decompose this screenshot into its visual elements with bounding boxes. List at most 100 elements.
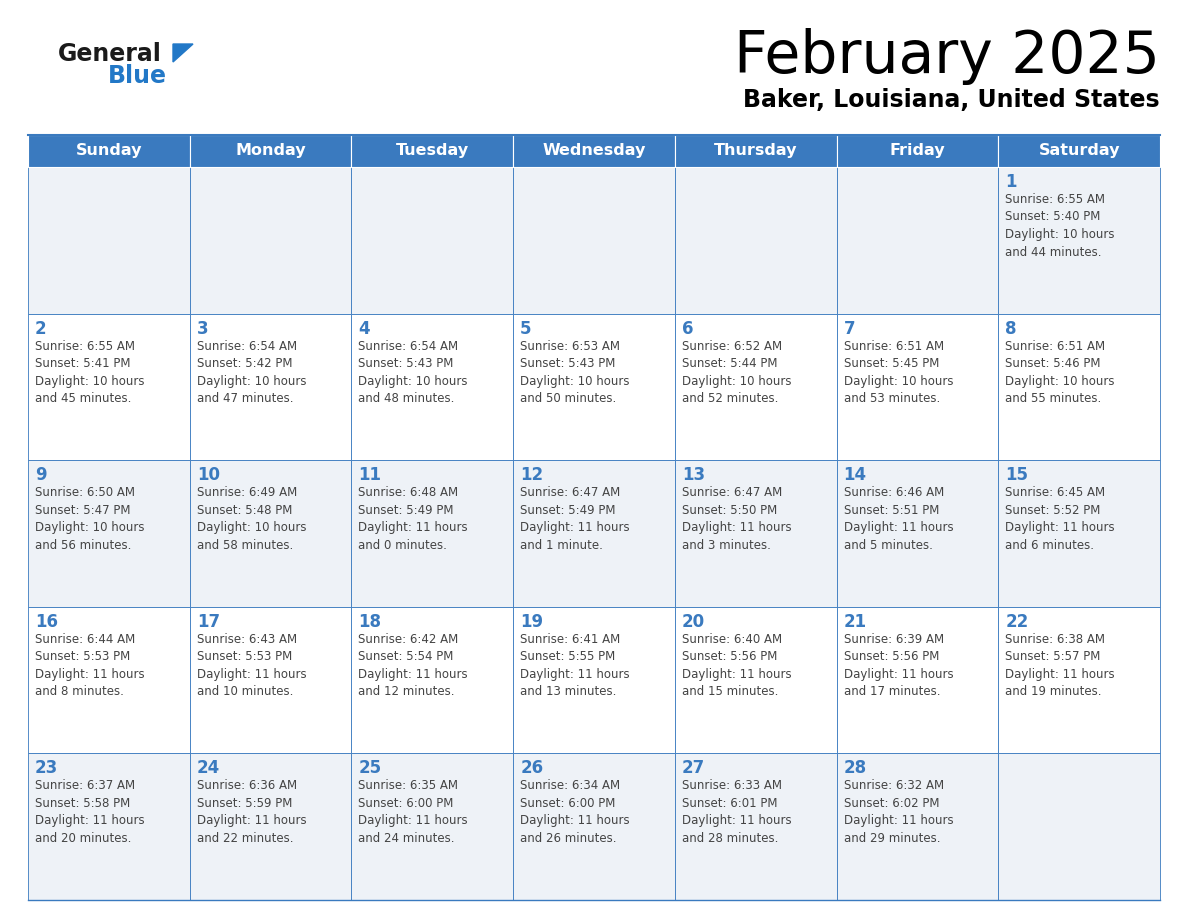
Bar [836, 460, 998, 607]
Text: 25: 25 [359, 759, 381, 778]
Text: Sunrise: 6:43 AM
Sunset: 5:53 PM
Daylight: 11 hours
and 10 minutes.: Sunrise: 6:43 AM Sunset: 5:53 PM Dayligh… [197, 633, 307, 699]
Text: Sunrise: 6:46 AM
Sunset: 5:51 PM
Daylight: 11 hours
and 5 minutes.: Sunrise: 6:46 AM Sunset: 5:51 PM Dayligh… [843, 487, 953, 552]
Bar [675, 314, 836, 460]
Text: General: General [58, 42, 162, 66]
Bar [513, 314, 675, 460]
Text: 24: 24 [197, 759, 220, 778]
Text: Sunrise: 6:50 AM
Sunset: 5:47 PM
Daylight: 10 hours
and 56 minutes.: Sunrise: 6:50 AM Sunset: 5:47 PM Dayligh… [34, 487, 145, 552]
Text: Sunrise: 6:51 AM
Sunset: 5:45 PM
Daylight: 10 hours
and 53 minutes.: Sunrise: 6:51 AM Sunset: 5:45 PM Dayligh… [843, 340, 953, 405]
Bar [352, 314, 513, 460]
Text: Sunrise: 6:32 AM
Sunset: 6:02 PM
Daylight: 11 hours
and 29 minutes.: Sunrise: 6:32 AM Sunset: 6:02 PM Dayligh… [843, 779, 953, 845]
Bar [675, 607, 836, 754]
Text: Monday: Monday [235, 143, 305, 159]
Bar [352, 460, 513, 607]
Bar [675, 135, 836, 167]
Text: 8: 8 [1005, 319, 1017, 338]
Bar [190, 167, 352, 314]
Bar [675, 460, 836, 607]
Text: Sunrise: 6:33 AM
Sunset: 6:01 PM
Daylight: 11 hours
and 28 minutes.: Sunrise: 6:33 AM Sunset: 6:01 PM Dayligh… [682, 779, 791, 845]
Bar [513, 607, 675, 754]
Bar [352, 135, 513, 167]
Bar [836, 167, 998, 314]
Text: Sunrise: 6:34 AM
Sunset: 6:00 PM
Daylight: 11 hours
and 26 minutes.: Sunrise: 6:34 AM Sunset: 6:00 PM Dayligh… [520, 779, 630, 845]
Text: Sunrise: 6:45 AM
Sunset: 5:52 PM
Daylight: 11 hours
and 6 minutes.: Sunrise: 6:45 AM Sunset: 5:52 PM Dayligh… [1005, 487, 1114, 552]
Bar [190, 607, 352, 754]
Text: 17: 17 [197, 613, 220, 631]
Text: 27: 27 [682, 759, 706, 778]
Text: Sunrise: 6:54 AM
Sunset: 5:43 PM
Daylight: 10 hours
and 48 minutes.: Sunrise: 6:54 AM Sunset: 5:43 PM Dayligh… [359, 340, 468, 405]
Text: Sunrise: 6:37 AM
Sunset: 5:58 PM
Daylight: 11 hours
and 20 minutes.: Sunrise: 6:37 AM Sunset: 5:58 PM Dayligh… [34, 779, 145, 845]
Text: Sunrise: 6:47 AM
Sunset: 5:49 PM
Daylight: 11 hours
and 1 minute.: Sunrise: 6:47 AM Sunset: 5:49 PM Dayligh… [520, 487, 630, 552]
Bar [675, 754, 836, 900]
Bar [836, 135, 998, 167]
Text: 21: 21 [843, 613, 867, 631]
Bar [998, 754, 1159, 900]
Text: Sunday: Sunday [76, 143, 143, 159]
Bar [29, 135, 190, 167]
Bar [29, 607, 190, 754]
Text: Baker, Louisiana, United States: Baker, Louisiana, United States [744, 88, 1159, 112]
Bar [190, 754, 352, 900]
Bar [998, 607, 1159, 754]
Text: Sunrise: 6:40 AM
Sunset: 5:56 PM
Daylight: 11 hours
and 15 minutes.: Sunrise: 6:40 AM Sunset: 5:56 PM Dayligh… [682, 633, 791, 699]
Text: 14: 14 [843, 466, 867, 484]
Text: Sunrise: 6:42 AM
Sunset: 5:54 PM
Daylight: 11 hours
and 12 minutes.: Sunrise: 6:42 AM Sunset: 5:54 PM Dayligh… [359, 633, 468, 699]
Bar [998, 314, 1159, 460]
Text: 18: 18 [359, 613, 381, 631]
Bar [352, 607, 513, 754]
Text: Sunrise: 6:35 AM
Sunset: 6:00 PM
Daylight: 11 hours
and 24 minutes.: Sunrise: 6:35 AM Sunset: 6:00 PM Dayligh… [359, 779, 468, 845]
Text: February 2025: February 2025 [734, 28, 1159, 85]
Text: Sunrise: 6:52 AM
Sunset: 5:44 PM
Daylight: 10 hours
and 52 minutes.: Sunrise: 6:52 AM Sunset: 5:44 PM Dayligh… [682, 340, 791, 405]
Text: 6: 6 [682, 319, 694, 338]
Bar [998, 135, 1159, 167]
Bar [836, 607, 998, 754]
Text: 20: 20 [682, 613, 704, 631]
Bar [190, 460, 352, 607]
Text: Wednesday: Wednesday [542, 143, 646, 159]
Text: 3: 3 [197, 319, 208, 338]
Text: Saturday: Saturday [1038, 143, 1120, 159]
Text: 10: 10 [197, 466, 220, 484]
Text: Sunrise: 6:53 AM
Sunset: 5:43 PM
Daylight: 10 hours
and 50 minutes.: Sunrise: 6:53 AM Sunset: 5:43 PM Dayligh… [520, 340, 630, 405]
Text: 19: 19 [520, 613, 543, 631]
Text: 26: 26 [520, 759, 543, 778]
Bar [29, 754, 190, 900]
Bar [513, 754, 675, 900]
Bar [29, 167, 190, 314]
Text: Sunrise: 6:39 AM
Sunset: 5:56 PM
Daylight: 11 hours
and 17 minutes.: Sunrise: 6:39 AM Sunset: 5:56 PM Dayligh… [843, 633, 953, 699]
Text: Blue: Blue [108, 64, 168, 88]
Text: 23: 23 [34, 759, 58, 778]
Text: 28: 28 [843, 759, 867, 778]
Bar [998, 460, 1159, 607]
Text: 5: 5 [520, 319, 532, 338]
Bar [513, 460, 675, 607]
Text: 12: 12 [520, 466, 543, 484]
Bar [836, 314, 998, 460]
Bar [836, 754, 998, 900]
Text: Sunrise: 6:55 AM
Sunset: 5:40 PM
Daylight: 10 hours
and 44 minutes.: Sunrise: 6:55 AM Sunset: 5:40 PM Dayligh… [1005, 193, 1114, 259]
Text: 22: 22 [1005, 613, 1029, 631]
Text: Sunrise: 6:48 AM
Sunset: 5:49 PM
Daylight: 11 hours
and 0 minutes.: Sunrise: 6:48 AM Sunset: 5:49 PM Dayligh… [359, 487, 468, 552]
Text: 7: 7 [843, 319, 855, 338]
Bar [675, 167, 836, 314]
Polygon shape [173, 44, 192, 62]
Text: Sunrise: 6:54 AM
Sunset: 5:42 PM
Daylight: 10 hours
and 47 minutes.: Sunrise: 6:54 AM Sunset: 5:42 PM Dayligh… [197, 340, 307, 405]
Text: Sunrise: 6:44 AM
Sunset: 5:53 PM
Daylight: 11 hours
and 8 minutes.: Sunrise: 6:44 AM Sunset: 5:53 PM Dayligh… [34, 633, 145, 699]
Text: 15: 15 [1005, 466, 1029, 484]
Text: Sunrise: 6:49 AM
Sunset: 5:48 PM
Daylight: 10 hours
and 58 minutes.: Sunrise: 6:49 AM Sunset: 5:48 PM Dayligh… [197, 487, 307, 552]
Text: Sunrise: 6:47 AM
Sunset: 5:50 PM
Daylight: 11 hours
and 3 minutes.: Sunrise: 6:47 AM Sunset: 5:50 PM Dayligh… [682, 487, 791, 552]
Text: Sunrise: 6:41 AM
Sunset: 5:55 PM
Daylight: 11 hours
and 13 minutes.: Sunrise: 6:41 AM Sunset: 5:55 PM Dayligh… [520, 633, 630, 699]
Text: Sunrise: 6:51 AM
Sunset: 5:46 PM
Daylight: 10 hours
and 55 minutes.: Sunrise: 6:51 AM Sunset: 5:46 PM Dayligh… [1005, 340, 1114, 405]
Bar [352, 167, 513, 314]
Text: Sunrise: 6:36 AM
Sunset: 5:59 PM
Daylight: 11 hours
and 22 minutes.: Sunrise: 6:36 AM Sunset: 5:59 PM Dayligh… [197, 779, 307, 845]
Bar [29, 460, 190, 607]
Text: 4: 4 [359, 319, 369, 338]
Text: 13: 13 [682, 466, 704, 484]
Text: Sunrise: 6:55 AM
Sunset: 5:41 PM
Daylight: 10 hours
and 45 minutes.: Sunrise: 6:55 AM Sunset: 5:41 PM Dayligh… [34, 340, 145, 405]
Text: Sunrise: 6:38 AM
Sunset: 5:57 PM
Daylight: 11 hours
and 19 minutes.: Sunrise: 6:38 AM Sunset: 5:57 PM Dayligh… [1005, 633, 1114, 699]
Bar [513, 167, 675, 314]
Bar [190, 314, 352, 460]
Bar [998, 167, 1159, 314]
Text: Friday: Friday [890, 143, 946, 159]
Bar [352, 754, 513, 900]
